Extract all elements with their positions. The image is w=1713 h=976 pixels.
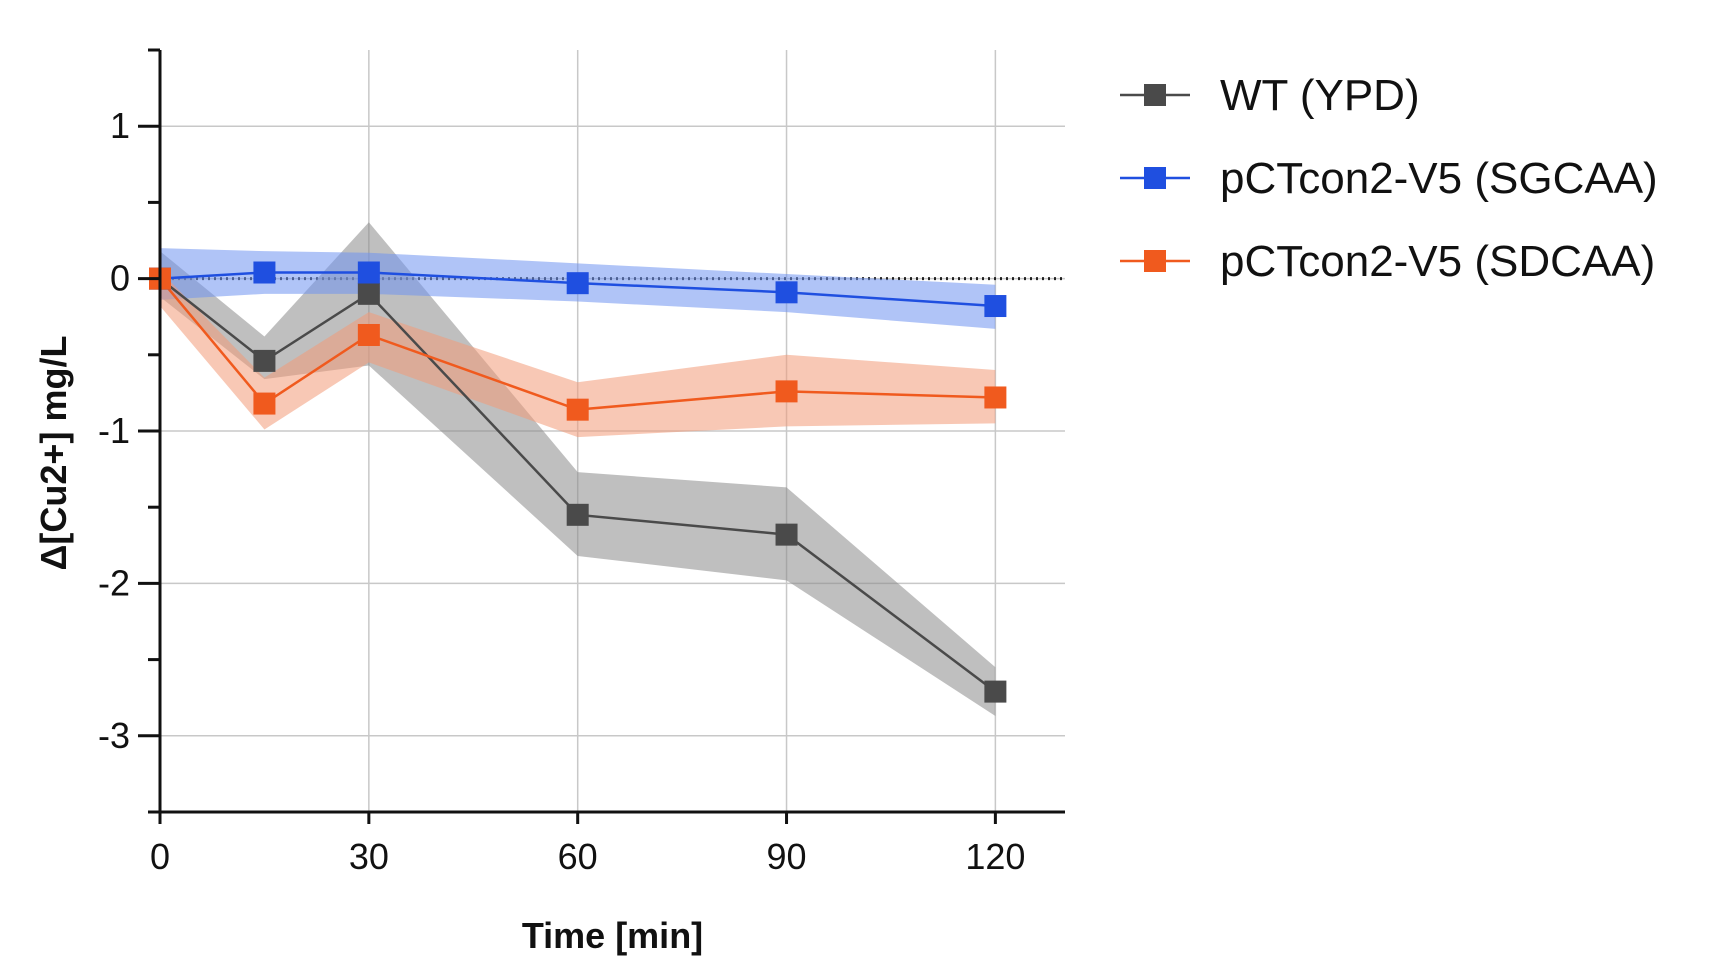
data-point: [566, 272, 589, 295]
legend-marker: [1144, 250, 1166, 272]
data-point: [984, 386, 1007, 409]
y-axis-title: Δ[Cu2+] mg/L: [33, 336, 74, 571]
y-tick-label: 1: [110, 105, 130, 146]
y-tick-label: -3: [98, 715, 130, 756]
data-point: [775, 281, 798, 304]
data-point: [253, 349, 276, 372]
data-point: [253, 392, 276, 415]
data-point: [566, 503, 589, 526]
y-axis-ticks: 1 0 -1 -2 -3: [98, 48, 160, 814]
series-line: [159, 271, 996, 308]
legend-marker: [1144, 84, 1166, 106]
data-point: [566, 398, 589, 421]
series-line: [159, 277, 997, 693]
y-tick-label: -2: [98, 562, 130, 603]
data-point: [984, 680, 1007, 703]
data-point: [775, 523, 798, 546]
y-tick-label: -1: [98, 410, 130, 451]
data-point: [984, 295, 1007, 318]
series-line: [159, 277, 996, 411]
x-tick-label: 30: [349, 836, 389, 877]
data-point: [775, 380, 798, 403]
data-point: [253, 261, 276, 284]
series-lines: [159, 271, 997, 693]
legend-label: WT (YPD): [1220, 71, 1420, 120]
legend-label: pCTcon2-V5 (SGCAA): [1220, 154, 1658, 203]
y-tick-label: 0: [110, 258, 130, 299]
x-axis-ticks: 0 30 60 90 120: [150, 812, 1025, 877]
x-tick-label: 0: [150, 836, 170, 877]
legend-marker: [1144, 167, 1166, 189]
legend: WT (YPD) pCTcon2-V5 (SGCAA) pCTcon2-V5 (SD…: [1120, 71, 1658, 286]
x-axis-title: Time [min]: [522, 915, 703, 956]
legend-item: pCTcon2-V5 (SDCAA): [1120, 237, 1655, 286]
data-point: [357, 282, 380, 305]
legend-label: pCTcon2-V5 (SDCAA): [1220, 237, 1655, 286]
x-tick-label: 120: [965, 836, 1025, 877]
x-tick-label: 60: [558, 836, 598, 877]
legend-item: WT (YPD): [1120, 71, 1420, 120]
data-point: [357, 261, 380, 284]
x-tick-label: 90: [767, 836, 807, 877]
legend-item: pCTcon2-V5 (SGCAA): [1120, 154, 1658, 203]
data-point: [357, 323, 380, 346]
